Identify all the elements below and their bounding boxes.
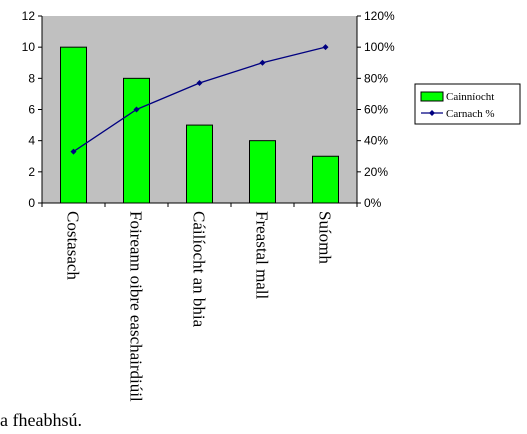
line-point: [259, 59, 266, 66]
category-label: Foireann oibre easchairdiúil: [127, 211, 146, 402]
category-labels: Costasach Foireann oibre easchairdiúil Cái…: [64, 211, 335, 402]
right-tick-label: 100%: [364, 40, 395, 54]
bar: [249, 140, 276, 204]
footer-text: a fheabhsú.: [0, 410, 82, 430]
right-tick-label: 20%: [364, 165, 388, 179]
legend-swatch-marker: [429, 110, 435, 116]
bar-series: [60, 46, 339, 204]
line-series: [70, 44, 329, 155]
category-label: Freastal mall: [253, 211, 272, 300]
left-tick-label: 8: [28, 71, 35, 85]
legend-box: [414, 83, 521, 125]
bar: [123, 77, 150, 204]
line-point: [322, 44, 329, 51]
line-point: [70, 148, 77, 155]
bar: [186, 124, 213, 204]
left-tick-label: 12: [22, 9, 36, 23]
category-label: Cáilíocht an bhia: [190, 211, 209, 328]
category-label: Costasach: [64, 211, 83, 280]
right-tick-label: 40%: [364, 134, 388, 148]
bar: [312, 155, 339, 204]
category-label: Suíomh: [316, 211, 335, 264]
left-axis-ticks: 0 2 4 6 8 10 12: [22, 9, 42, 210]
right-tick-label: 120%: [364, 9, 395, 23]
right-tick-label: 0%: [364, 196, 382, 210]
left-tick-label: 6: [28, 103, 35, 117]
line-point: [196, 80, 203, 87]
left-tick-label: 10: [22, 40, 36, 54]
legend: Cainníocht Carnach %: [414, 83, 521, 125]
right-tick-label: 60%: [364, 103, 388, 117]
axes: [41, 16, 358, 207]
right-axis-ticks: 0% 20% 40% 60% 80% 100% 120%: [357, 9, 395, 210]
legend-label-bar: Cainníocht: [446, 91, 494, 103]
left-tick-label: 0: [28, 196, 35, 210]
bar: [60, 46, 87, 204]
legend-label-line: Carnach %: [446, 108, 495, 120]
right-tick-label: 80%: [364, 71, 388, 85]
legend-swatch-bar: [420, 91, 444, 102]
line-point: [133, 106, 140, 113]
left-tick-label: 2: [28, 165, 35, 179]
left-tick-label: 4: [28, 134, 35, 148]
